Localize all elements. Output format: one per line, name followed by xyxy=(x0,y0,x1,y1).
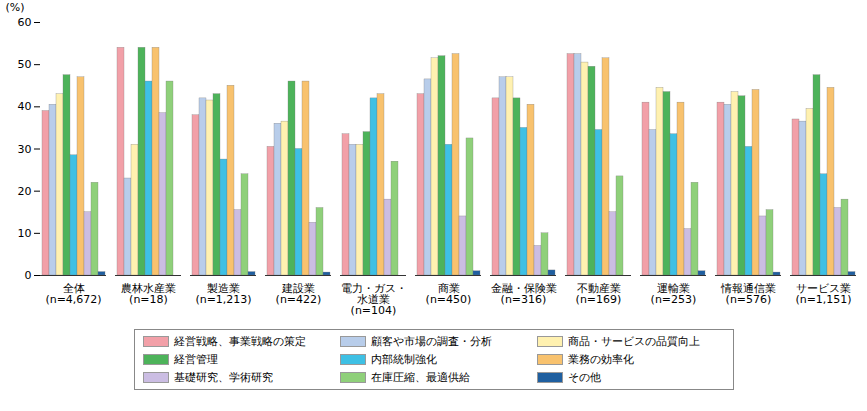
svg-text:金融・保険業(n=316): 金融・保険業(n=316) xyxy=(491,282,557,306)
html-text:基礎研究、学術研究: 基礎研究、学術研究 xyxy=(173,371,273,384)
svg-text:全体(n=4,672): 全体(n=4,672) xyxy=(45,282,101,306)
svg-text:60: 60 xyxy=(18,16,32,29)
svg-text:電力・ガス・水道業(n=104): 電力・ガス・水道業(n=104) xyxy=(341,282,407,317)
html-text:その他: その他 xyxy=(568,371,602,384)
html-text:経営管理: 経営管理 xyxy=(173,353,218,366)
svg-text:商業(n=450): 商業(n=450) xyxy=(426,282,472,306)
svg-text:製造業(n=1,213): 製造業(n=1,213) xyxy=(195,282,251,306)
html-text:業務の効率化: 業務の効率化 xyxy=(568,353,635,366)
svg-text:0: 0 xyxy=(25,269,32,282)
svg-text:40: 40 xyxy=(18,100,32,113)
html-text:商品・サービスの品質向上: 商品・サービスの品質向上 xyxy=(568,335,701,348)
svg-text:(%): (%) xyxy=(6,1,25,14)
svg-text:農林水産業(n=18): 農林水産業(n=18) xyxy=(121,282,176,306)
html-text:内部統制強化: 内部統制強化 xyxy=(370,353,437,366)
svg-text:建設業(n=422): 建設業(n=422) xyxy=(276,282,322,306)
html-text:在庫圧縮、最適供給: 在庫圧縮、最適供給 xyxy=(370,371,470,384)
svg-text:30: 30 xyxy=(18,143,32,156)
html-text:顧客や市場の調査・分析: 顧客や市場の調査・分析 xyxy=(370,335,492,348)
html-text:経営戦略、事業戦略の策定: 経営戦略、事業戦略の策定 xyxy=(173,335,306,348)
svg-text:20: 20 xyxy=(18,185,32,198)
svg-text:不動産業(n=169): 不動産業(n=169) xyxy=(576,282,622,306)
svg-text:10: 10 xyxy=(18,227,32,240)
svg-text:運輸業(n=253): 運輸業(n=253) xyxy=(651,282,697,306)
svg-text:50: 50 xyxy=(18,58,32,71)
svg-text:サービス業(n=1,151): サービス業(n=1,151) xyxy=(795,282,851,306)
svg-text:情報通信業(n=576): 情報通信業(n=576) xyxy=(720,282,776,306)
